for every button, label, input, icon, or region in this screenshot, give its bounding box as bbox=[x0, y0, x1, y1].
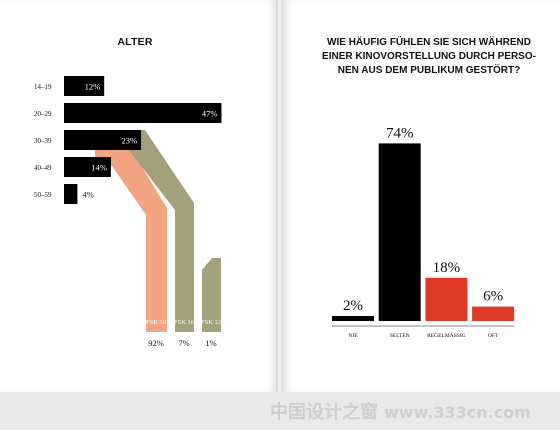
flow-value-label: 92% bbox=[148, 338, 164, 348]
book-spine bbox=[276, 0, 284, 392]
right-page: WIE HÄUFIG FÜHLEN SIE SICH WÄHREND EINER… bbox=[282, 0, 560, 392]
age-chart-title: ALTER bbox=[117, 36, 153, 48]
category-label: 40–49 bbox=[34, 164, 52, 172]
bar bbox=[425, 277, 468, 321]
title-line: EINER KINOVORSTELLUNG DURCH PERSO- bbox=[322, 51, 536, 62]
disturbance-chart: 2% NIE 74% SELTEN 18% REGELMÄSSIG 6% OFT bbox=[332, 125, 515, 339]
flow-label: FSK 18 bbox=[146, 319, 166, 326]
category-label: NIE bbox=[348, 333, 358, 339]
category-label: 30–39 bbox=[34, 137, 52, 145]
flow-value-label: 1% bbox=[205, 338, 216, 348]
bar bbox=[64, 76, 105, 96]
category-label: OFT bbox=[488, 333, 499, 339]
watermark-text: 中国设计之窗 bbox=[270, 402, 378, 423]
bar bbox=[332, 316, 374, 321]
left-page: ALTER FSK 18 92% FSK 16 7% FSK 12 1% 14–19 12% 2… bbox=[0, 0, 278, 392]
category-label: 20–29 bbox=[34, 110, 52, 118]
data-label: 23% bbox=[121, 136, 137, 146]
watermark: 中国设计之窗 www.333cn.com bbox=[270, 398, 531, 424]
category-label: SELTEN bbox=[390, 333, 410, 339]
data-label: 6% bbox=[483, 289, 503, 305]
flow-label: FSK 16 bbox=[174, 319, 195, 326]
category-label: 50–59 bbox=[34, 191, 52, 199]
data-label: 74% bbox=[386, 125, 414, 141]
title-line: NEN AUS DEM PUBLIKUM GESTÖRT? bbox=[337, 65, 521, 76]
flow-band-fsk-12 bbox=[202, 258, 221, 332]
disturbance-chart-title: WIE HÄUFIG FÜHLEN SIE SICH WÄHREND EINER… bbox=[322, 36, 536, 78]
flow-band-fsk-16 bbox=[124, 130, 194, 332]
watermark-url: www.333cn.com bbox=[384, 403, 531, 422]
category-label: 14–19 bbox=[34, 83, 52, 91]
bar bbox=[472, 306, 515, 321]
flow-label: FSK 12 bbox=[201, 319, 221, 326]
data-label: 14% bbox=[91, 163, 107, 173]
flow-value-label: 7% bbox=[178, 338, 189, 348]
bar bbox=[64, 130, 142, 150]
category-label: REGELMÄSSIG bbox=[427, 332, 466, 339]
data-label: 2% bbox=[343, 298, 363, 314]
title-line: WIE HÄUFIG FÜHLEN SIE SICH WÄHREND bbox=[327, 37, 531, 48]
bar bbox=[64, 184, 78, 204]
bar bbox=[64, 157, 111, 177]
data-label: 18% bbox=[433, 260, 461, 276]
age-chart: FSK 18 92% FSK 16 7% FSK 12 1% 14–19 12% 20–29 47… bbox=[34, 76, 222, 348]
data-label: 47% bbox=[202, 109, 218, 119]
flow-band-fsk-18 bbox=[95, 136, 167, 332]
bar bbox=[64, 103, 222, 123]
data-label: 4% bbox=[82, 190, 93, 200]
data-label: 12% bbox=[85, 82, 101, 92]
bar bbox=[378, 143, 421, 321]
